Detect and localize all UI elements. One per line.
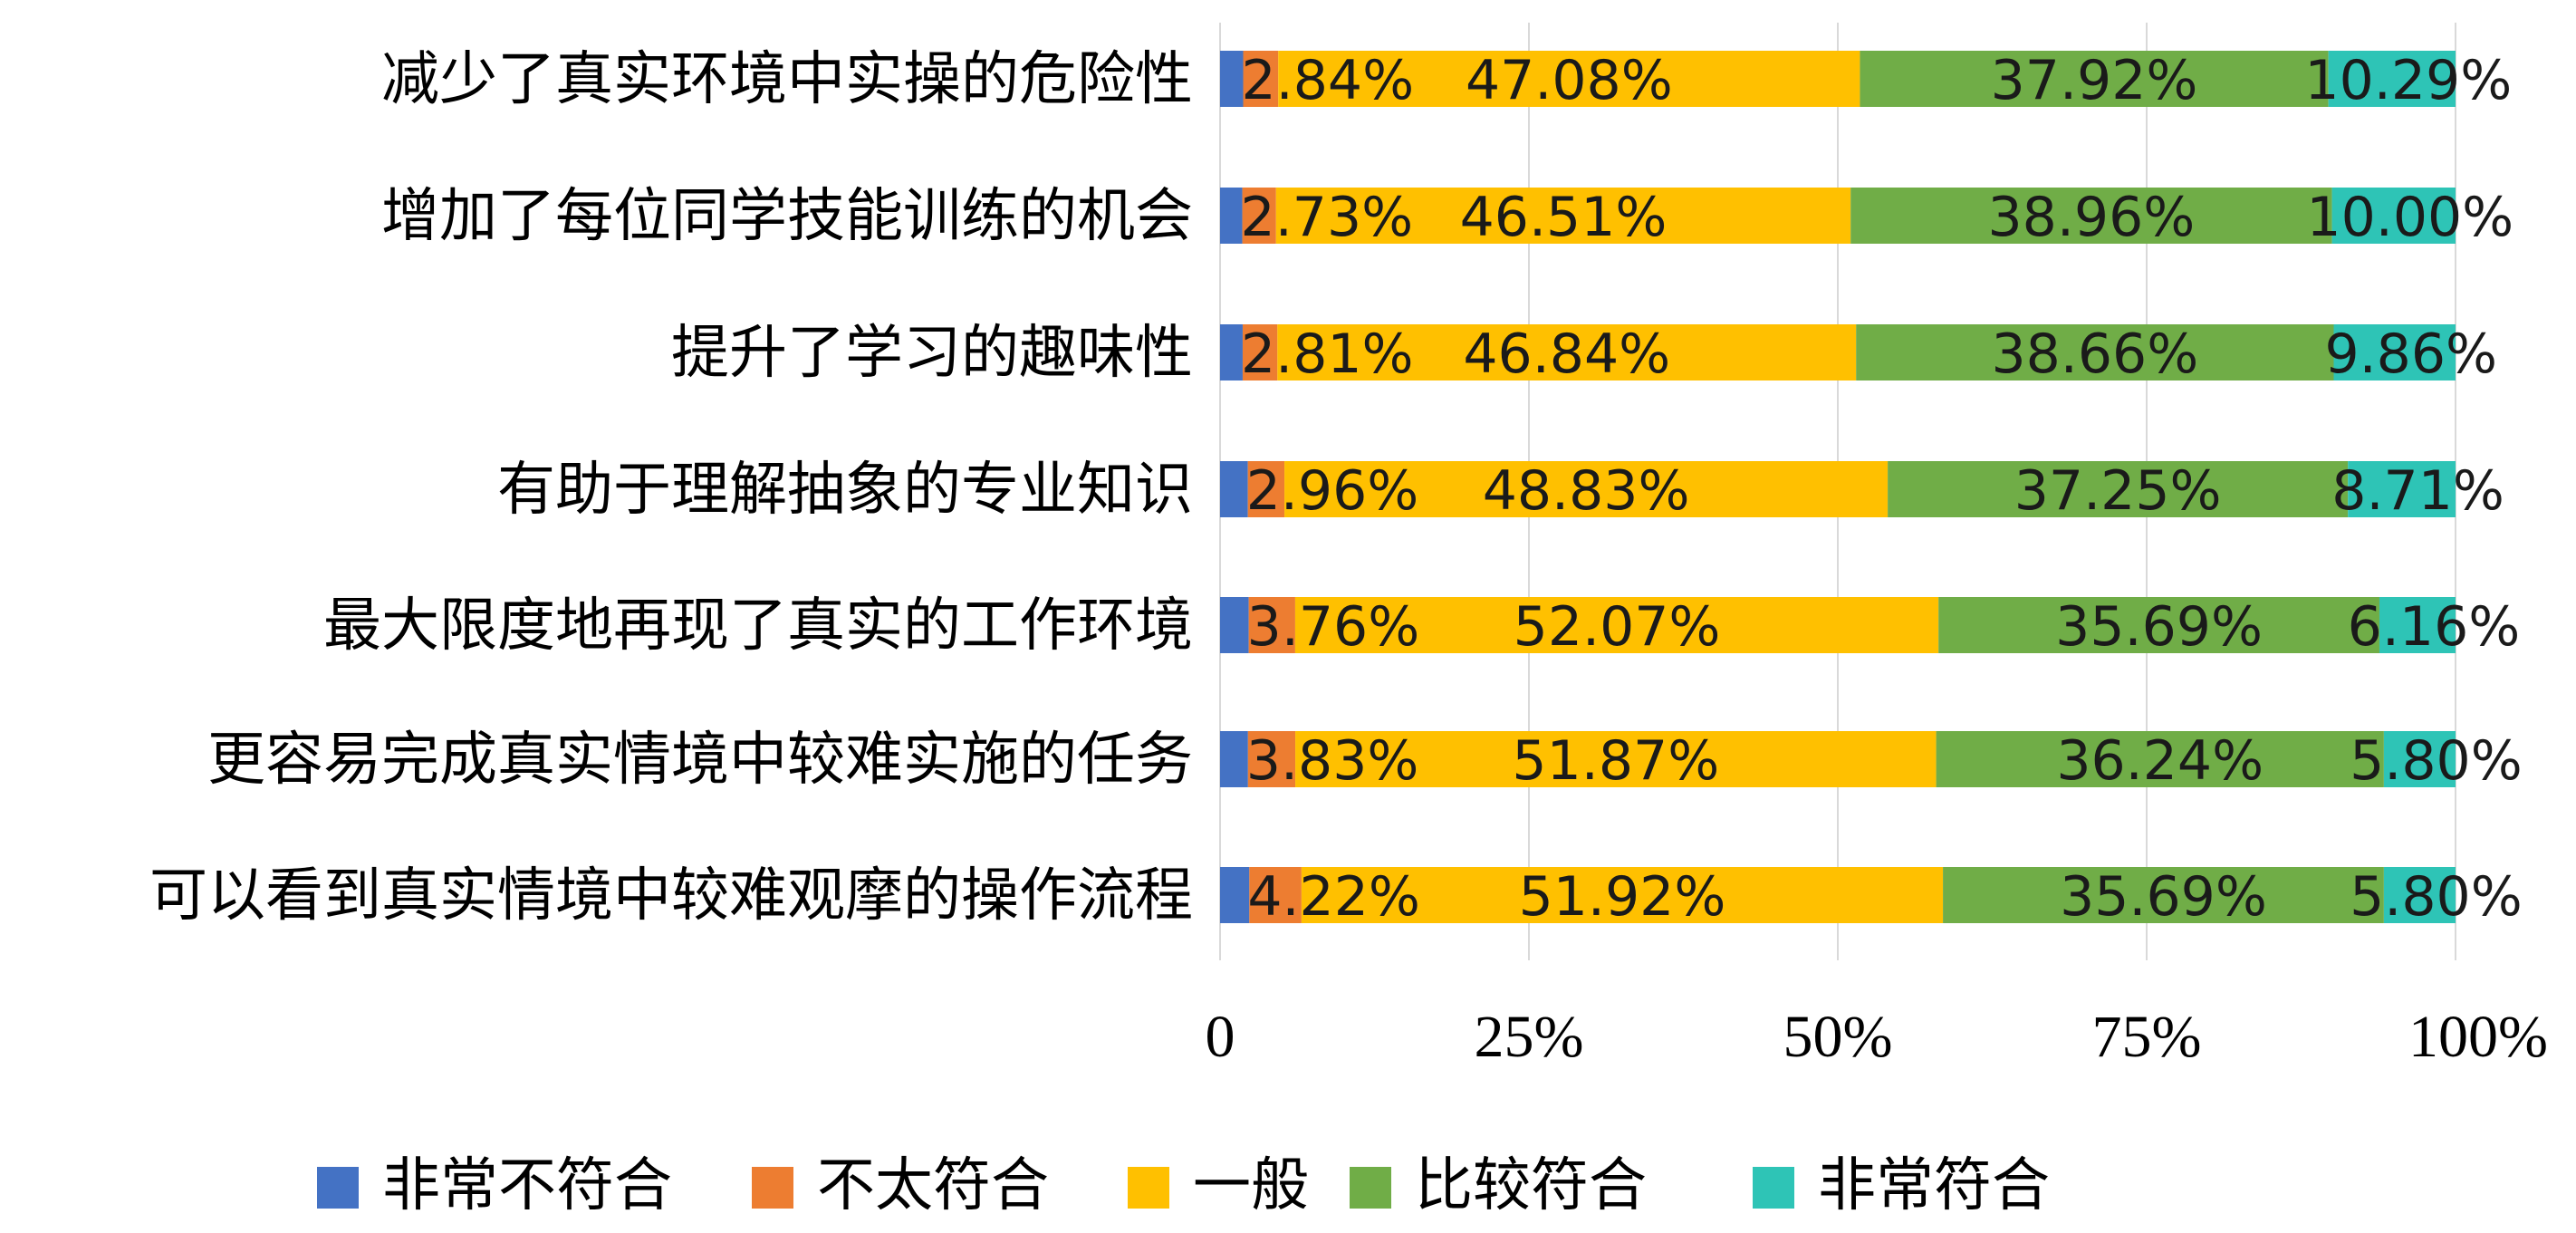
bar-segment: [1888, 461, 2349, 517]
bar-segment: [1220, 324, 1243, 380]
data-label: 46.84%: [1463, 323, 1670, 386]
data-label: 48.83%: [1483, 459, 1690, 523]
bar-segment: [2333, 324, 2456, 380]
data-label: 2.81%: [1241, 323, 1414, 386]
bar-segment: [2383, 731, 2456, 787]
bar-segment: [1850, 188, 2332, 244]
data-label: 37.25%: [2014, 459, 2222, 523]
legend-swatch: [1128, 1167, 1169, 1209]
data-label: 46.51%: [1460, 186, 1668, 249]
x-tick-label: 25%: [1475, 1004, 1584, 1070]
bar-segment: [1242, 324, 1278, 380]
bar-segment: [2348, 461, 2456, 517]
bar-segment: [1284, 461, 1889, 517]
data-label: 3.83%: [1246, 729, 1419, 793]
legend-label: 比较符合: [1415, 1152, 1647, 1219]
data-label: 8.71%: [2331, 459, 2504, 523]
bar-segment: [1220, 51, 1244, 107]
bar-segment: [1275, 188, 1851, 244]
legend-swatch: [1350, 1167, 1391, 1209]
data-label: 5.80%: [2350, 865, 2523, 929]
category-label: 提升了学习的趣味性: [671, 320, 1193, 387]
category-label: 减少了真实环境中实操的危险性: [381, 46, 1193, 113]
data-label: 52.07%: [1514, 595, 1721, 659]
data-label: 37.92%: [1991, 49, 2198, 112]
data-label: 6.16%: [2348, 595, 2521, 659]
category-label: 有助于理解抽象的专业知识: [497, 457, 1193, 524]
data-label: 51.87%: [1512, 729, 1719, 793]
legend-label: 一般: [1193, 1152, 1309, 1219]
data-label: 3.76%: [1247, 595, 1420, 659]
legend: 非常不符合 不太符合 一般 比较符合 非常符合: [317, 1152, 2050, 1219]
bar-segment: [1243, 51, 1279, 107]
data-label: 9.86%: [2324, 323, 2497, 386]
x-tick-label: 0: [1206, 1004, 1235, 1070]
bar-segment: [1220, 731, 1248, 787]
data-label: 38.66%: [1991, 323, 2198, 386]
legend-swatch: [1753, 1167, 1794, 1209]
data-label: 35.69%: [2060, 865, 2267, 929]
legend-label: 非常不符合: [382, 1152, 672, 1219]
data-label: 10.29%: [2304, 49, 2512, 112]
legend-label: 不太符合: [817, 1152, 1049, 1219]
x-tick-label: 50%: [1783, 1004, 1893, 1070]
data-label: 2.96%: [1246, 459, 1419, 523]
bar-segment: [1943, 867, 2384, 923]
bar-segment: [1220, 461, 1248, 517]
bar-segment: [1242, 188, 1276, 244]
bar-segment: [1856, 324, 2334, 380]
data-label: 5.80%: [2350, 729, 2523, 793]
bar-segment: [1938, 597, 2379, 653]
bar-segment: [1220, 188, 1243, 244]
data-label: 2.73%: [1241, 186, 1414, 249]
bar-segment: [1294, 597, 1939, 653]
bar-segment: [1278, 51, 1860, 107]
category-label: 更容易完成真实情境中较难实施的任务: [207, 727, 1193, 794]
legend-swatch: [752, 1167, 793, 1209]
data-label: 51.92%: [1519, 865, 1726, 929]
data-label: 36.24%: [2056, 729, 2264, 793]
category-label: 增加了每位同学技能训练的机会: [381, 183, 1193, 250]
bar-segment: [1247, 731, 1296, 787]
bars: [1220, 51, 2456, 923]
data-label: 35.69%: [2055, 595, 2263, 659]
bar-segment: [2331, 188, 2456, 244]
x-tick-label: 75%: [2092, 1004, 2202, 1070]
bar-segment: [1249, 867, 1302, 923]
category-label: 可以看到真实情境中较难观摩的操作流程: [149, 862, 1193, 930]
data-label: 2.84%: [1242, 49, 1415, 112]
bar-segment: [2379, 597, 2456, 653]
bar-segment: [1220, 597, 1249, 653]
bar-segment: [1248, 597, 1295, 653]
data-label: 10.00%: [2306, 186, 2514, 249]
bar-segment: [1301, 867, 1944, 923]
data-label: 4.22%: [1247, 865, 1420, 929]
bar-segment: [1277, 324, 1857, 380]
bar-segment: [1860, 51, 2329, 107]
data-label: 47.08%: [1466, 49, 1673, 112]
data-label: 38.96%: [1988, 186, 2196, 249]
category-labels: 减少了真实环境中实操的危险性增加了每位同学技能训练的机会提升了学习的趣味性有助于…: [149, 46, 1193, 930]
x-axis-ticks: 0 25% 50% 75% 100%: [1206, 1004, 2548, 1070]
bar-segment: [2383, 867, 2456, 923]
legend-label: 非常符合: [1818, 1152, 2050, 1219]
x-tick-label: 100%: [2408, 1004, 2548, 1070]
bar-segment: [1295, 731, 1937, 787]
category-label: 最大限度地再现了真实的工作环境: [323, 592, 1193, 660]
bar-segment: [1220, 867, 1250, 923]
data-labels: 2.84% 47.08% 37.92% 10.29% 2.73% 46.51% 38.96%…: [1241, 49, 2523, 929]
bar-segment: [2328, 51, 2456, 107]
bar-segment: [1247, 461, 1285, 517]
legend-swatch: [317, 1167, 359, 1209]
bar-segment: [1936, 731, 2384, 787]
